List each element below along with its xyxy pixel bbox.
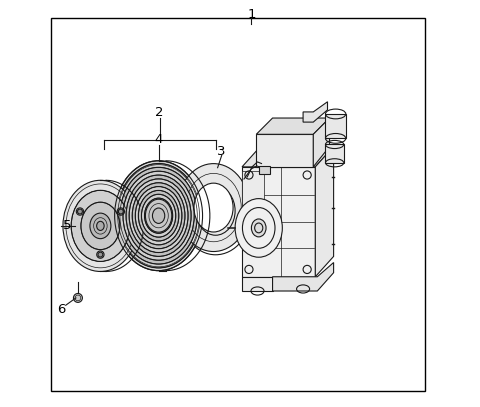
- Ellipse shape: [178, 164, 250, 252]
- Polygon shape: [315, 147, 334, 277]
- Ellipse shape: [78, 209, 83, 214]
- Polygon shape: [325, 114, 346, 138]
- Polygon shape: [325, 144, 344, 163]
- Ellipse shape: [194, 183, 233, 232]
- Text: 6: 6: [58, 303, 66, 316]
- Ellipse shape: [117, 164, 200, 268]
- Ellipse shape: [81, 202, 120, 249]
- Ellipse shape: [235, 199, 282, 257]
- Ellipse shape: [138, 190, 179, 241]
- Ellipse shape: [119, 209, 123, 214]
- Text: 1: 1: [247, 8, 256, 21]
- Polygon shape: [242, 277, 273, 291]
- Polygon shape: [303, 102, 327, 122]
- Polygon shape: [242, 147, 334, 167]
- Ellipse shape: [145, 199, 172, 232]
- Ellipse shape: [73, 293, 83, 302]
- Ellipse shape: [96, 221, 104, 230]
- Ellipse shape: [129, 179, 188, 252]
- Ellipse shape: [115, 161, 203, 271]
- Ellipse shape: [71, 190, 130, 261]
- Polygon shape: [273, 263, 334, 291]
- Ellipse shape: [63, 180, 138, 271]
- Ellipse shape: [98, 252, 103, 257]
- Ellipse shape: [90, 213, 111, 239]
- Polygon shape: [313, 118, 330, 167]
- Bar: [259, 166, 270, 174]
- Ellipse shape: [252, 219, 266, 237]
- Polygon shape: [256, 134, 313, 167]
- Polygon shape: [256, 118, 330, 134]
- Ellipse shape: [123, 171, 194, 260]
- Ellipse shape: [135, 186, 182, 245]
- Ellipse shape: [153, 208, 165, 223]
- Text: 2: 2: [156, 106, 164, 119]
- Text: 4: 4: [155, 133, 163, 146]
- Ellipse shape: [126, 175, 191, 256]
- Text: 5: 5: [63, 219, 71, 232]
- Ellipse shape: [144, 198, 173, 233]
- Polygon shape: [242, 171, 264, 208]
- Ellipse shape: [142, 194, 176, 237]
- Polygon shape: [242, 167, 315, 277]
- Ellipse shape: [132, 183, 185, 249]
- Ellipse shape: [120, 167, 197, 264]
- Text: 3: 3: [217, 145, 226, 158]
